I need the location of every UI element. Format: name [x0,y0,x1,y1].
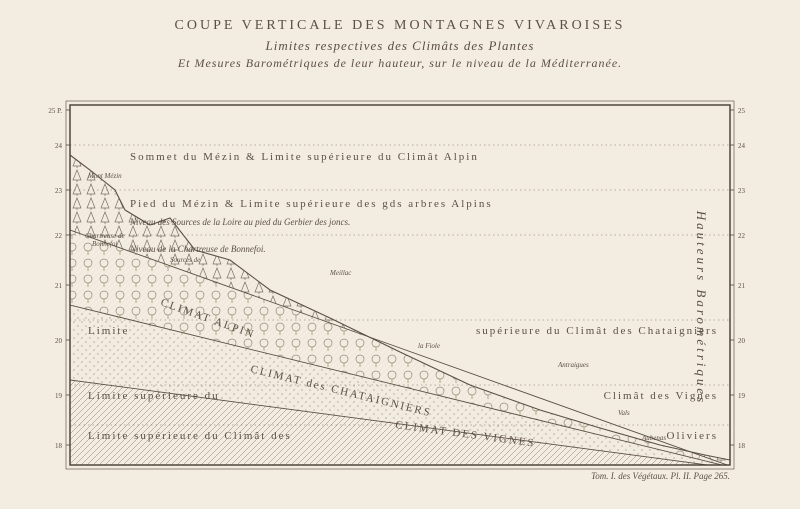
limit-left-0: Limite [88,325,129,337]
place-label-7: Vals [618,409,630,417]
limit-left-1: Limite supérieure du [88,390,220,402]
limit-right-1: Climât des Vignes [604,390,718,402]
place-label-5: la Fiole [418,342,440,350]
place-label-4: Meillac [329,269,352,277]
tick-left-5: 20 [55,337,63,345]
level-text-3: Niveau de la Chartreuse de Bonnefoi. [129,244,266,254]
plate-reference: Tom. I. des Végétaux. Pl. II. Page 265. [591,471,730,481]
tick-right-4: 21 [738,282,746,290]
level-text-1: Pied du Mézin & Limite supérieure des gd… [130,198,493,210]
tick-left-3: 22 [55,232,63,240]
tick-left-1: 24 [55,142,63,150]
tick-right-6: 19 [738,392,746,400]
tick-left-7: 18 [55,442,63,450]
tick-right-0: 25 [738,107,746,115]
place-label-1: Chartreuse de [85,232,125,240]
limit-right-0: supérieure du Climât des Chataigniers [476,325,718,337]
tick-left-0: 25 P. [48,107,62,115]
tick-left-4: 21 [55,282,63,290]
tick-right-5: 20 [738,337,746,345]
tick-left-2: 23 [55,187,63,195]
place-label-8: Aubenas [641,434,666,442]
place-label-3: Sources de [170,256,200,264]
limit-right-2: Oliviers [667,430,718,442]
limit-left-2: Limite supérieure du Climât des [88,430,292,442]
place-label-2: Bonnefoi [92,240,117,248]
tick-right-7: 18 [738,442,746,450]
tick-right-3: 22 [738,232,746,240]
tick-right-2: 23 [738,187,746,195]
tick-left-6: 19 [55,392,63,400]
place-label-0: Mont Mézin [87,172,122,180]
level-text-2: Niveau des Sources de la Loire au pied d… [129,217,350,227]
cross-section-diagram: CLIMAT ALPINCLIMAT des CHATAIGNIERSCLIMA… [0,0,800,509]
tick-right-1: 24 [738,142,746,150]
page: COUPE VERTICALE DES MONTAGNES VIVAROISES… [0,0,800,509]
level-text-0: Sommet du Mézin & Limite supérieure du C… [130,151,479,163]
place-label-6: Antraigues [557,361,589,369]
